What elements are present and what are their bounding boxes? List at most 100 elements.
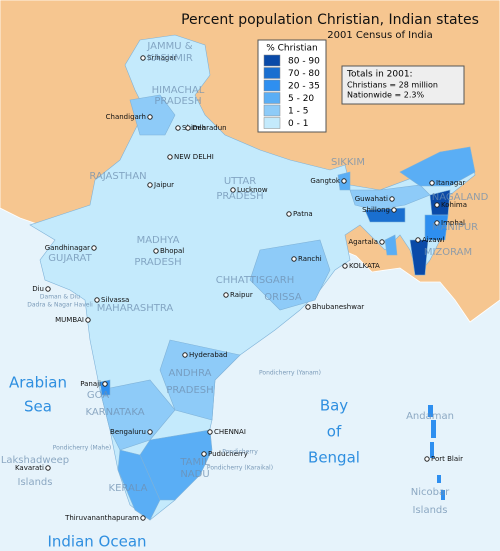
totals-line: Christians = 28 million bbox=[347, 81, 438, 90]
title: Percent population Christian, Indian sta… bbox=[181, 12, 479, 28]
legend-title: % Christian bbox=[266, 44, 318, 54]
city-label: Bengaluru bbox=[110, 428, 146, 436]
city-dot bbox=[182, 352, 188, 358]
region-label: GOA bbox=[87, 390, 109, 401]
minor-label: Pondicherry (Mahe) bbox=[53, 445, 111, 452]
city-label: Aizawl bbox=[422, 236, 444, 244]
region-label: Andaman bbox=[406, 411, 454, 422]
region-label: NAGALAND bbox=[432, 192, 489, 203]
city-label: Itanagar bbox=[436, 179, 466, 187]
city-dot bbox=[175, 125, 181, 131]
city-label: Agartala bbox=[348, 238, 378, 246]
city-dot bbox=[94, 297, 100, 303]
region-label: Lakshadweep bbox=[1, 455, 69, 466]
city-label: Kohima bbox=[441, 201, 467, 209]
city-dot bbox=[102, 381, 108, 387]
totals-heading: Totals in 2001: bbox=[346, 70, 413, 80]
region-label: PRADESH bbox=[166, 385, 213, 396]
region-label: UTTAR bbox=[224, 176, 256, 187]
region bbox=[399, 146, 476, 187]
city-label: Ranchi bbox=[298, 255, 322, 263]
region-label: ANDHRA bbox=[169, 368, 212, 379]
region-label: KASHMIR bbox=[147, 53, 193, 64]
city-dot bbox=[434, 202, 440, 208]
city-label: Guwahati bbox=[355, 195, 388, 203]
region-label: MIZORAM bbox=[424, 247, 472, 258]
legend-label: 20 - 35 bbox=[288, 82, 320, 92]
region-label: PRADESH bbox=[154, 96, 201, 107]
region bbox=[159, 339, 241, 421]
legend-swatch bbox=[263, 79, 281, 92]
region-label: MADHYA bbox=[137, 235, 180, 246]
region-label: GUJARAT bbox=[48, 253, 92, 264]
city-label: Imphal bbox=[441, 219, 465, 227]
region-label: TAMIL bbox=[179, 457, 210, 468]
minor-label: Pondicherry bbox=[222, 449, 258, 456]
region-label: PRADESH bbox=[134, 257, 181, 268]
city-label: Gangtok bbox=[310, 177, 341, 185]
region-label: Nicobar bbox=[411, 487, 450, 498]
city-dot bbox=[140, 515, 146, 521]
city-dot bbox=[223, 292, 229, 298]
city-dot bbox=[147, 429, 153, 435]
city-dot bbox=[207, 429, 213, 435]
city-label: Panaji bbox=[80, 380, 101, 388]
city-label: Kavarati bbox=[15, 464, 44, 472]
city-dot bbox=[389, 196, 395, 202]
city-label: Srinagar bbox=[147, 54, 177, 62]
city-label: Silvassa bbox=[101, 296, 129, 304]
city-label: Gandhinagar bbox=[45, 244, 90, 252]
city-label: Thiruvananthapuram bbox=[64, 514, 139, 522]
city-label: Raipur bbox=[230, 291, 253, 299]
sea-label: Indian Ocean bbox=[47, 533, 146, 551]
region-label: JAMMU & bbox=[146, 41, 192, 52]
region bbox=[249, 239, 331, 311]
region bbox=[129, 94, 176, 136]
minor-label: Pondicherry (Karaikal) bbox=[207, 465, 273, 472]
region bbox=[409, 239, 429, 276]
city-dot bbox=[147, 182, 153, 188]
legend-swatch bbox=[263, 92, 281, 104]
city-dot bbox=[230, 187, 236, 193]
sea-label: Bengal bbox=[308, 449, 360, 467]
region-label: HIMACHAL bbox=[152, 85, 205, 96]
minor-label: Pondicherry (Yanam) bbox=[259, 370, 321, 377]
minor-label: Daman & Diu bbox=[40, 294, 80, 301]
region-label: Islands bbox=[18, 477, 53, 488]
legend-swatch bbox=[263, 54, 281, 67]
city-dot bbox=[45, 286, 51, 292]
city-dot bbox=[147, 114, 153, 120]
region bbox=[384, 234, 398, 256]
city-label: Lucknow bbox=[237, 186, 268, 194]
city-dot bbox=[291, 256, 297, 262]
region-label: Islands bbox=[413, 505, 448, 516]
sea-label: Arabian bbox=[9, 374, 67, 392]
city-dot bbox=[341, 178, 347, 184]
city-label: Shimla bbox=[182, 124, 206, 132]
city-dot bbox=[91, 245, 97, 251]
city-label: Hyderabad bbox=[189, 351, 228, 359]
city-dot bbox=[140, 55, 146, 61]
city-dot bbox=[424, 456, 430, 462]
city-dot bbox=[379, 239, 385, 245]
region-label: CHHATTISGARH bbox=[216, 275, 294, 286]
region-label: MANIPUR bbox=[432, 222, 478, 233]
city-dot bbox=[85, 317, 91, 323]
city-dot bbox=[342, 263, 348, 269]
island bbox=[437, 475, 441, 483]
legend-label: 5 - 20 bbox=[288, 94, 314, 104]
legend: % Christian 80 - 90 70 - 80 20 - 35 5 - 20 1… bbox=[257, 39, 327, 133]
legend-label: 0 - 1 bbox=[288, 119, 308, 129]
city-label: CHENNAI bbox=[214, 428, 246, 436]
sea-label: Sea bbox=[24, 398, 52, 416]
region bbox=[424, 214, 449, 241]
city-dot bbox=[201, 451, 207, 457]
city-dot bbox=[391, 207, 397, 213]
city-label: Bhopal bbox=[160, 247, 184, 255]
city-label: Chandigarh bbox=[106, 113, 146, 121]
city-dot bbox=[286, 211, 292, 217]
sea-label: of bbox=[327, 423, 342, 441]
region-label: ORISSA bbox=[264, 292, 302, 303]
city-label: Puducherry bbox=[208, 450, 248, 458]
island bbox=[430, 442, 434, 458]
